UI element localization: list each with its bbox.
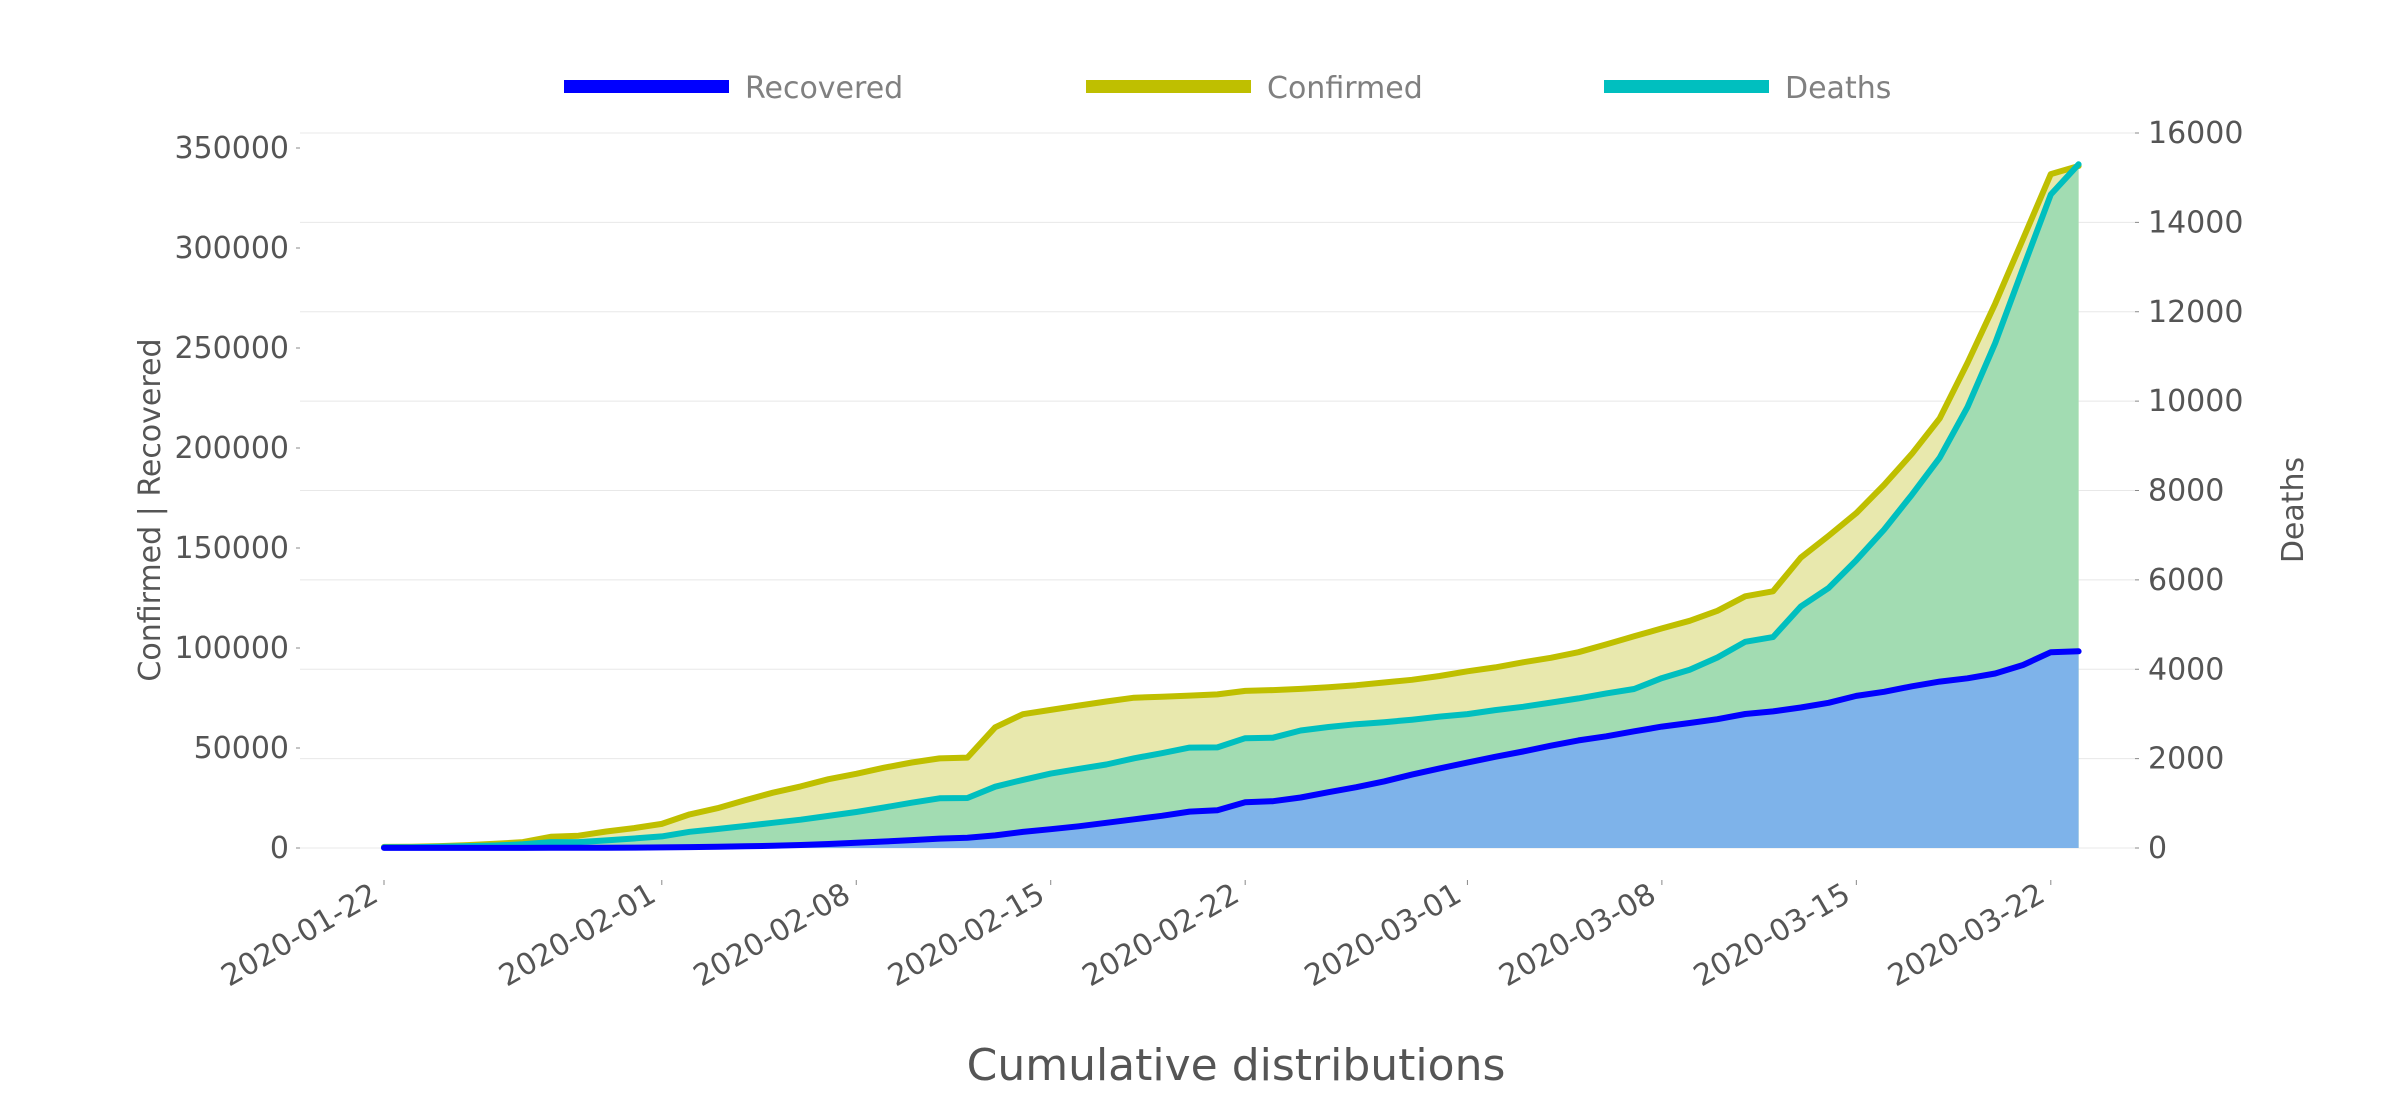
series-lines <box>381 161 2082 851</box>
y-right-tick-label: 4000 <box>2148 652 2224 687</box>
y-right-tick-label: 8000 <box>2148 474 2224 509</box>
legend-item-confirmed[interactable]: Confirmed <box>1086 71 1423 106</box>
legend-item-recovered[interactable]: Recovered <box>564 71 903 106</box>
legend-label-confirmed: Confirmed <box>1267 71 1423 106</box>
y-left-tick-label: 250000 <box>174 331 289 366</box>
y-right-tick-label: 2000 <box>2148 742 2224 777</box>
line-recovered <box>381 648 2082 851</box>
y-right-tick-label: 10000 <box>2148 384 2243 419</box>
grid-lines <box>300 132 2135 849</box>
y-axis-right-label: Deaths <box>2276 457 2311 563</box>
x-tick-label: 2020-03-15 <box>1688 877 1856 994</box>
x-tick-label: 2020-03-08 <box>1493 877 1661 994</box>
legend-swatch-deaths <box>1604 80 1769 93</box>
legend-swatch-confirmed <box>1086 80 1251 93</box>
y-left-tick-label: 50000 <box>194 731 289 766</box>
area-fills <box>384 164 2079 849</box>
y-left-tick-label: 0 <box>270 831 289 866</box>
legend-swatch-recovered <box>564 80 729 93</box>
x-tick-label: 2020-03-22 <box>1882 877 2050 994</box>
y-left-tick-label: 100000 <box>174 631 289 666</box>
legend-label-deaths: Deaths <box>1785 71 1891 106</box>
area-recovered <box>384 651 2079 848</box>
chart-title: Cumulative distributions <box>967 1040 1506 1091</box>
x-tick-label: 2020-03-01 <box>1299 877 1467 994</box>
y-right-tick-label: 12000 <box>2148 295 2243 330</box>
x-tick-label: 2020-02-15 <box>882 877 1050 994</box>
y-right-tick-label: 6000 <box>2148 563 2224 598</box>
y-right-tick-label: 0 <box>2148 831 2167 866</box>
y-left-tick-label: 350000 <box>174 131 289 166</box>
legend-item-deaths[interactable]: Deaths <box>1604 71 1891 106</box>
line-confirmed <box>381 163 2082 850</box>
y-right-tick-label: 14000 <box>2148 205 2243 240</box>
legend-label-recovered: Recovered <box>745 71 903 106</box>
y-left-tick-label: 150000 <box>174 531 289 566</box>
y-left-tick-label: 200000 <box>174 431 289 466</box>
x-tick-label: 2020-02-08 <box>688 877 856 994</box>
y-axis-left-label: Confirmed | Recovered <box>133 338 168 681</box>
x-tick-label: 2020-02-22 <box>1077 877 1245 994</box>
y-left-tick-label: 300000 <box>174 231 289 266</box>
legend[interactable]: Recovered Confirmed Deaths <box>564 71 1891 106</box>
line-deaths <box>381 161 2082 851</box>
x-tick-label: 2020-02-01 <box>493 877 661 994</box>
area-confirmed <box>384 166 2079 848</box>
x-tick-label: 2020-01-22 <box>216 877 384 994</box>
y-right-tick-label: 16000 <box>2148 116 2243 151</box>
